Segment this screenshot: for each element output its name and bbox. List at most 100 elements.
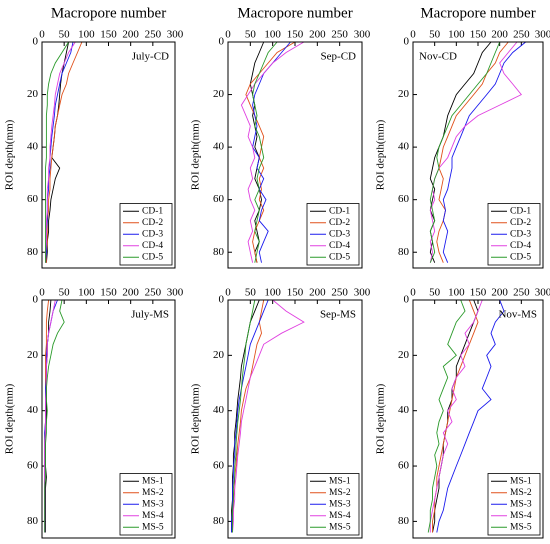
- series-line: [44, 299, 65, 533]
- legend-label: CD-5: [142, 252, 163, 262]
- x-tick-label: 250: [145, 287, 162, 299]
- x-tick-label: 50: [429, 287, 441, 299]
- plot-frame: [227, 299, 363, 539]
- y-axis-title: ROI depth(mm): [190, 383, 202, 454]
- x-tick-label: 150: [100, 29, 117, 41]
- legend-label: CD-1: [510, 206, 531, 216]
- y-tick-label: 20: [213, 88, 225, 100]
- y-tick-label: 80: [398, 515, 410, 527]
- y-tick-label: 40: [398, 141, 410, 153]
- x-tick-label: 100: [78, 29, 95, 41]
- panel-label: Nov-CD: [419, 51, 457, 63]
- x-tick-label: 200: [491, 29, 508, 41]
- y-axis-title: ROI depth(mm): [4, 383, 16, 454]
- legend-label: MS-2: [142, 488, 164, 498]
- x-tick-label: 0: [39, 287, 45, 299]
- panel: Macropore number ROI depth(mm) 0 50 100 150 20…: [190, 5, 371, 269]
- y-tick-label: 60: [27, 460, 39, 472]
- y-tick-label: 60: [213, 193, 225, 205]
- series-line: [429, 41, 523, 263]
- series-line: [232, 299, 256, 533]
- panel-label: July-MS: [131, 309, 169, 321]
- x-axis-title: Macropore number: [420, 5, 535, 21]
- series-line: [442, 41, 526, 263]
- legend-label: CD-4: [510, 241, 531, 251]
- legend-label: MS-3: [142, 499, 164, 509]
- x-tick-label: 150: [470, 29, 487, 41]
- series-line: [240, 41, 305, 263]
- panel: ROI depth(mm) 0 50 100 150 200 250 300 0 20 40 60 80…: [190, 287, 371, 539]
- panel: Macropore number ROI depth(mm) 0 50 100 150 20…: [4, 5, 184, 269]
- x-axis-title: Macropore number: [237, 5, 352, 21]
- x-tick-label: 100: [448, 287, 465, 299]
- legend-label: MS-5: [510, 522, 532, 532]
- x-tick-label: 200: [122, 287, 139, 299]
- x-tick-label: 150: [287, 29, 304, 41]
- plot-frame: [41, 299, 176, 539]
- x-tick-label: 100: [78, 287, 95, 299]
- x-tick-label: 150: [470, 287, 487, 299]
- y-tick-label: 60: [27, 193, 39, 205]
- x-tick-label: 100: [448, 29, 465, 41]
- y-tick-label: 40: [398, 404, 410, 416]
- x-tick-label: 300: [167, 287, 184, 299]
- x-tick-label: 50: [429, 29, 441, 41]
- x-tick-label: 150: [100, 287, 117, 299]
- x-tick-label: 150: [287, 287, 304, 299]
- y-axis-title: ROI depth(mm): [375, 119, 387, 190]
- legend-label: CD-2: [329, 218, 350, 228]
- legend-label: MS-4: [142, 511, 164, 521]
- legend-label: MS-5: [142, 522, 164, 532]
- y-tick-label: 0: [33, 294, 39, 306]
- series-line: [45, 41, 76, 263]
- y-tick-label: 0: [404, 294, 410, 306]
- x-tick-label: 0: [410, 29, 416, 41]
- legend-label: CD-3: [510, 229, 531, 239]
- y-tick-label: 0: [404, 36, 410, 48]
- y-tick-label: 60: [398, 460, 410, 472]
- x-axis-title: Macropore number: [51, 5, 166, 21]
- x-tick-label: 200: [122, 29, 139, 41]
- x-tick-label: 200: [309, 29, 326, 41]
- legend-label: MS-3: [510, 499, 532, 509]
- panel: ROI depth(mm) 0 50 100 150 200 250 300 0 20 40 60 80…: [375, 287, 550, 539]
- series-line: [429, 299, 483, 533]
- x-tick-label: 0: [39, 29, 45, 41]
- x-tick-label: 100: [264, 29, 281, 41]
- panel: ROI depth(mm) 0 50 100 150 200 250 300 0 20 40 60 80…: [4, 287, 184, 539]
- series-line: [45, 41, 83, 263]
- x-tick-label: 250: [331, 287, 348, 299]
- x-tick-label: 300: [167, 29, 184, 41]
- legend-label: CD-3: [142, 229, 163, 239]
- legend-label: CD-2: [142, 218, 163, 228]
- series-line: [432, 299, 479, 533]
- legend-label: MS-1: [329, 476, 351, 486]
- y-tick-label: 40: [27, 404, 39, 416]
- y-tick-label: 80: [213, 246, 225, 258]
- x-tick-label: 200: [491, 287, 508, 299]
- y-tick-label: 60: [398, 193, 410, 205]
- plot-frame: [412, 41, 544, 269]
- series-line: [45, 41, 69, 263]
- y-tick-label: 80: [27, 246, 39, 258]
- y-axis-title: ROI depth(mm): [190, 119, 202, 190]
- y-tick-label: 80: [213, 515, 225, 527]
- y-tick-label: 0: [219, 294, 225, 306]
- series-line: [436, 41, 509, 263]
- x-tick-label: 250: [513, 29, 530, 41]
- legend-label: CD-1: [329, 206, 350, 216]
- legend-label: CD-1: [142, 206, 163, 216]
- y-tick-label: 40: [27, 141, 39, 153]
- legend-label: CD-3: [329, 229, 350, 239]
- y-axis-title: ROI depth(mm): [375, 383, 387, 454]
- x-tick-label: 100: [264, 287, 281, 299]
- x-tick-label: 250: [145, 29, 162, 41]
- series-line: [252, 41, 291, 263]
- legend-label: MS-4: [329, 511, 351, 521]
- x-tick-label: 0: [410, 287, 416, 299]
- x-tick-label: 50: [245, 29, 257, 41]
- legend-label: MS-4: [510, 511, 532, 521]
- series-line: [436, 299, 505, 533]
- x-tick-label: 300: [535, 29, 550, 41]
